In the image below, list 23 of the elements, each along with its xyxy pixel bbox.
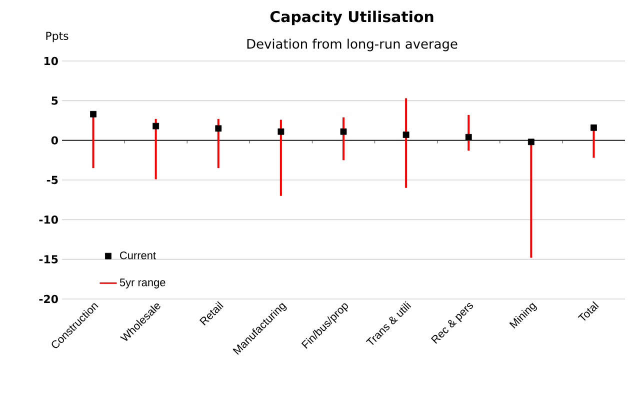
y-tick-label: 0	[51, 136, 58, 144]
point	[152, 122, 160, 130]
point	[528, 138, 534, 146]
y-tick-label: -20	[39, 294, 58, 304]
y-tick-label: 5	[52, 96, 58, 105]
legend-label: 5yr range	[120, 278, 166, 288]
bar	[405, 98, 408, 188]
point	[465, 134, 472, 140]
legend-label: Current	[120, 252, 156, 260]
y-tick-label: -10	[39, 216, 58, 224]
y-tick-label: 10	[44, 56, 58, 66]
point	[90, 110, 96, 118]
bar	[280, 120, 282, 196]
chart-subtitle: Deviation from long-run average	[247, 38, 458, 52]
y-axis-title: Ppts	[46, 32, 68, 42]
point	[402, 132, 410, 138]
point	[278, 128, 284, 135]
point	[340, 128, 347, 135]
chart-title: Capacity Utilisation	[270, 10, 434, 26]
point	[590, 124, 597, 131]
point	[215, 125, 222, 132]
y-tick-label: -5	[46, 176, 58, 184]
y-tick-label: -15	[39, 255, 58, 264]
